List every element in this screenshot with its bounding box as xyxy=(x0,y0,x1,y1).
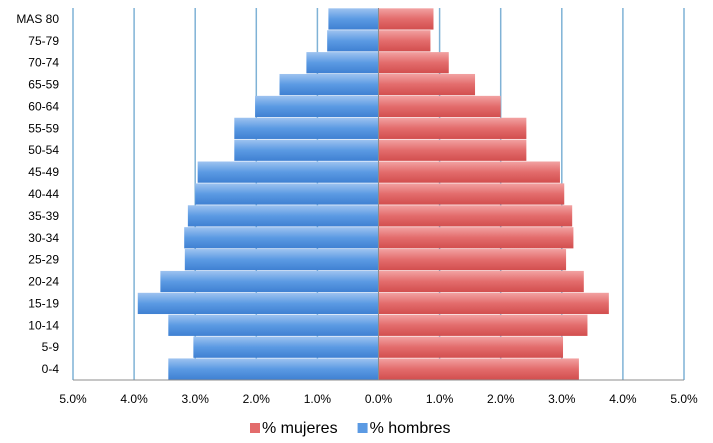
x-tick-label-7: 2.0% xyxy=(487,392,515,406)
category-label-10: 30-34 xyxy=(28,231,59,245)
bar-mujeres-8 xyxy=(378,183,565,205)
bar-hombres-4 xyxy=(255,95,379,118)
bar-hombres-1 xyxy=(327,30,379,52)
category-label-9: 35-39 xyxy=(28,209,59,223)
bar-hombres-7 xyxy=(197,161,379,183)
bar-mujeres-9 xyxy=(378,205,573,227)
bar-mujeres-3 xyxy=(378,73,476,96)
bar-mujeres-16 xyxy=(378,358,579,380)
category-label-1: 75-79 xyxy=(28,34,59,48)
bar-hombres-10 xyxy=(184,227,379,249)
bar-mujeres-1 xyxy=(378,30,431,52)
category-label-13: 15-19 xyxy=(28,296,59,310)
category-label-5: 55-59 xyxy=(28,121,59,135)
bar-hombres-8 xyxy=(195,183,379,205)
bar-hombres-2 xyxy=(306,52,379,74)
category-label-4: 60-64 xyxy=(28,99,59,113)
bar-mujeres-14 xyxy=(378,314,588,336)
x-tick-label-2: 3.0% xyxy=(182,392,210,406)
x-tick-label-8: 3.0% xyxy=(548,392,576,406)
x-tick-label-9: 4.0% xyxy=(609,392,637,406)
x-tick-label-0: 5.0% xyxy=(59,392,87,406)
bar-hombres-6 xyxy=(234,139,379,161)
category-label-14: 10-14 xyxy=(28,318,59,332)
legend: % mujeres % hombres xyxy=(250,420,451,437)
legend-label-1: % hombres xyxy=(370,420,451,437)
category-label-6: 50-54 xyxy=(28,143,59,157)
category-label-3: 65-59 xyxy=(28,78,59,92)
bar-mujeres-5 xyxy=(378,117,527,139)
x-tick-label-10: 5.0% xyxy=(670,392,698,406)
bar-hombres-12 xyxy=(160,270,379,293)
bar-hombres-14 xyxy=(168,314,379,336)
x-tick-label-6: 1.0% xyxy=(426,392,454,406)
bar-mujeres-0 xyxy=(378,8,434,30)
bar-hombres-0 xyxy=(328,8,379,30)
category-label-8: 40-44 xyxy=(28,187,59,201)
bar-hombres-11 xyxy=(184,249,379,271)
bar-mujeres-7 xyxy=(378,161,560,183)
x-tick-label-3: 2.0% xyxy=(243,392,271,406)
bar-mujeres-2 xyxy=(378,52,449,74)
category-label-11: 25-29 xyxy=(28,253,59,267)
category-label-15: 5-9 xyxy=(42,340,60,354)
category-label-7: 45-49 xyxy=(28,165,59,179)
legend-swatch-1 xyxy=(357,423,368,433)
bar-mujeres-15 xyxy=(378,336,564,358)
category-labels: MAS 80 75-79 70-74 65-59 60-64 55-59 50-54 45-4… xyxy=(16,12,59,376)
bars xyxy=(137,8,609,380)
axes xyxy=(73,8,684,381)
category-label-0: MAS 80 xyxy=(16,12,59,26)
bar-mujeres-13 xyxy=(378,292,609,315)
bar-hombres-13 xyxy=(137,292,379,315)
bar-hombres-5 xyxy=(234,117,379,139)
x-tick-label-4: 1.0% xyxy=(304,392,332,406)
bar-mujeres-4 xyxy=(378,95,501,118)
bar-hombres-15 xyxy=(193,336,379,358)
bar-hombres-3 xyxy=(279,73,379,96)
bar-mujeres-6 xyxy=(378,139,527,161)
x-tick-label-5: 0.0% xyxy=(365,392,393,406)
category-label-16: 0-4 xyxy=(42,362,60,376)
bar-mujeres-10 xyxy=(378,227,574,249)
category-label-2: 70-74 xyxy=(28,56,59,70)
bar-mujeres-11 xyxy=(378,249,567,271)
legend-label-0: % mujeres xyxy=(262,420,338,437)
category-label-12: 20-24 xyxy=(28,275,59,289)
tick-labels: 5.0% 4.0% 3.0% 2.0% 1.0% 0.0% 1.0% 2.0% 3.0% 4.0%… xyxy=(59,392,698,406)
bar-hombres-9 xyxy=(187,205,379,227)
bar-hombres-16 xyxy=(168,358,379,380)
x-tick-label-1: 4.0% xyxy=(120,392,148,406)
legend-swatch-0 xyxy=(250,423,260,433)
bar-mujeres-12 xyxy=(378,270,584,293)
